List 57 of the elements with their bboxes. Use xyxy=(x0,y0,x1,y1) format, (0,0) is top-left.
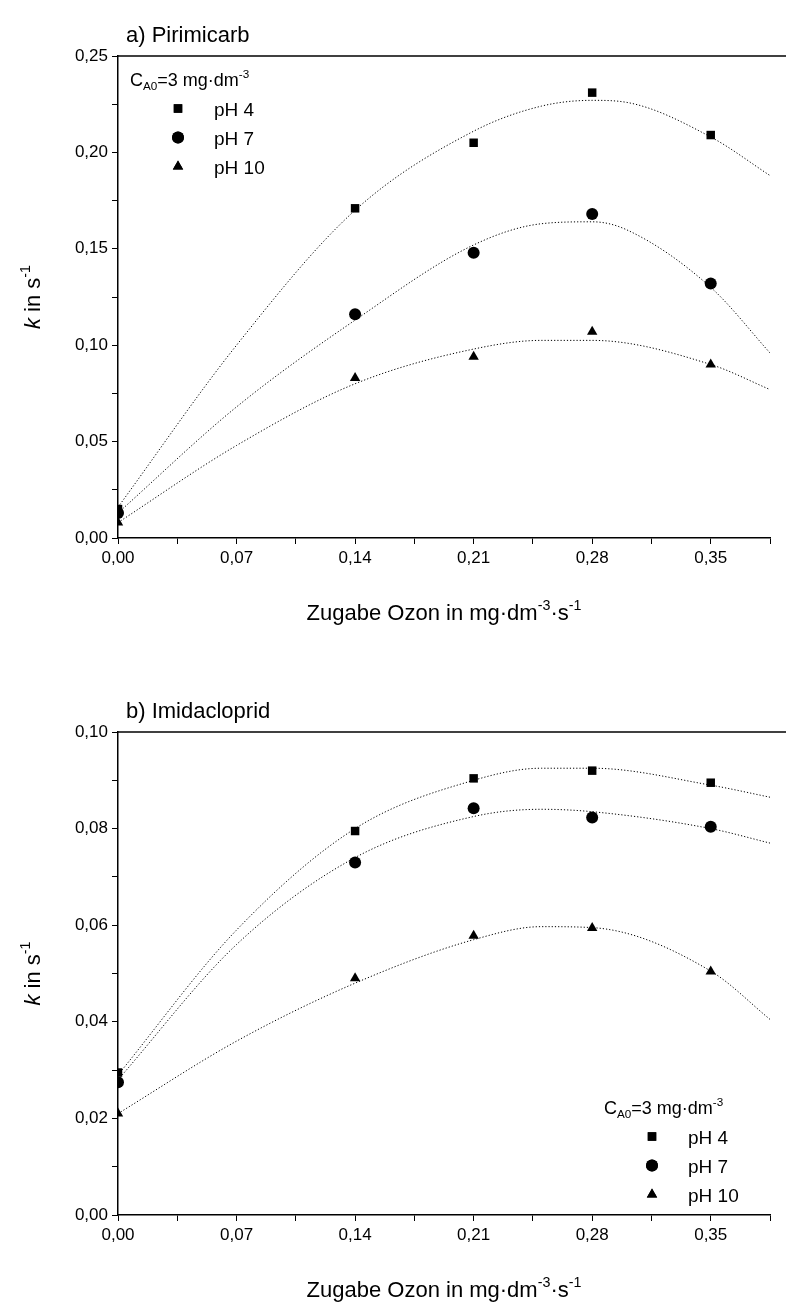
line-series xyxy=(118,339,770,524)
y-tick-label: 0,08 xyxy=(74,818,108,838)
y-tick-label: 0,20 xyxy=(74,142,108,162)
point xyxy=(467,802,480,815)
point xyxy=(468,929,479,939)
y-tick-label: 0,10 xyxy=(74,721,108,741)
point xyxy=(349,371,361,381)
y-tick-label: 0,04 xyxy=(74,1011,108,1031)
point xyxy=(586,325,598,335)
point xyxy=(349,856,362,869)
x-tick-label: 0,35 xyxy=(694,1224,728,1244)
x-tick-label: 0,21 xyxy=(457,1224,491,1244)
y-axis-title: k in s-1 xyxy=(17,941,45,1006)
chart-title: a) Pirimicarb xyxy=(126,22,250,47)
chart-title: b) Imidacloprid xyxy=(126,698,271,723)
y-tick-label: 0,15 xyxy=(74,238,108,258)
legend-label: pH 10 xyxy=(214,156,265,178)
x-tick-label: 0,07 xyxy=(220,1224,254,1244)
y-tick-label: 0,05 xyxy=(74,431,108,451)
legend-label: pH 4 xyxy=(214,98,255,120)
x-tick-label: 0,14 xyxy=(338,1224,372,1244)
y-tick-label: 0,25 xyxy=(74,45,108,65)
point xyxy=(349,972,361,982)
point xyxy=(468,350,479,360)
point xyxy=(469,774,478,783)
point xyxy=(350,204,360,213)
x-tick-label: 0,21 xyxy=(457,547,491,567)
legend-label: pH 4 xyxy=(688,1126,729,1148)
x-tick-label: 0,14 xyxy=(338,547,372,567)
point xyxy=(586,208,599,221)
x-tick-label: 0,35 xyxy=(694,547,728,567)
point xyxy=(587,766,597,775)
point xyxy=(705,965,716,975)
point xyxy=(704,277,717,290)
y-tick-label: 0,00 xyxy=(74,1204,108,1224)
x-tick-label: 0,07 xyxy=(220,547,254,567)
legend-label: pH 10 xyxy=(688,1184,739,1206)
x-tick-label: 0,00 xyxy=(101,1224,135,1244)
point xyxy=(706,130,715,140)
y-tick-label: 0,02 xyxy=(74,1108,108,1128)
point xyxy=(704,820,717,833)
x-tick-label: 0,00 xyxy=(101,547,135,567)
y-tick-label: 0,10 xyxy=(74,334,108,354)
point xyxy=(586,811,599,824)
legend-label: pH 7 xyxy=(688,1155,729,1177)
y-tick-label: 0,00 xyxy=(74,527,108,547)
point xyxy=(706,778,715,787)
y-axis-title: k in s-1 xyxy=(17,264,45,330)
point xyxy=(469,138,478,147)
x-tick-label: 0,28 xyxy=(575,547,609,567)
point xyxy=(586,922,598,932)
point xyxy=(467,246,480,259)
point xyxy=(349,308,362,321)
x-tick-label: 0,28 xyxy=(575,1224,609,1244)
point xyxy=(587,88,597,97)
legend-label: pH 7 xyxy=(214,127,255,149)
y-tick-label: 0,06 xyxy=(74,914,108,934)
